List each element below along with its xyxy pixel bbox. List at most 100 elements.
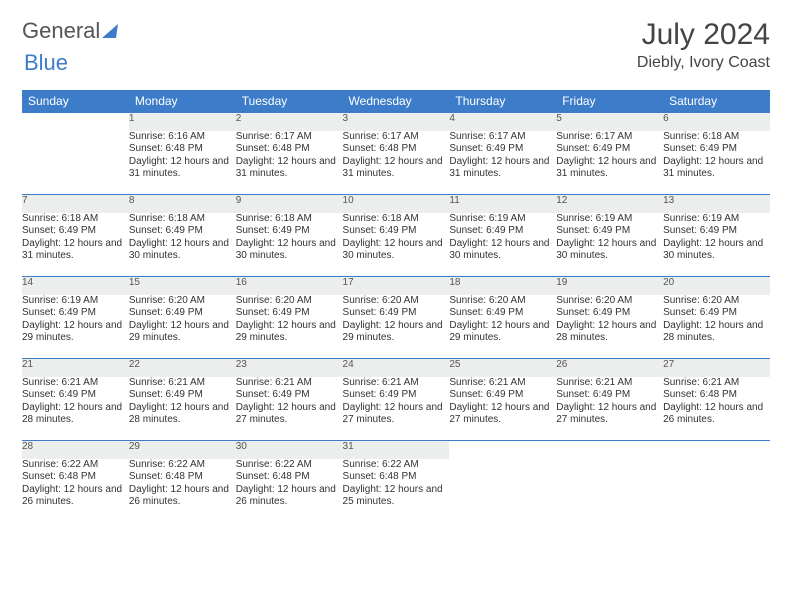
calendar-body: 123456Sunrise: 6:16 AMSunset: 6:48 PMDay… xyxy=(22,113,770,523)
sunset-text: Sunset: 6:49 PM xyxy=(236,307,343,320)
day-data-cell: Sunrise: 6:16 AMSunset: 6:48 PMDaylight:… xyxy=(129,131,236,195)
calendar-table: SundayMondayTuesdayWednesdayThursdayFrid… xyxy=(22,90,770,523)
day-number-cell: 4 xyxy=(449,113,556,131)
daylight-text: Daylight: 12 hours and 31 minutes. xyxy=(556,156,663,181)
day-number-cell xyxy=(449,441,556,459)
sunset-text: Sunset: 6:49 PM xyxy=(556,307,663,320)
daylight-text: Daylight: 12 hours and 31 minutes. xyxy=(663,156,770,181)
sunset-text: Sunset: 6:49 PM xyxy=(343,389,450,402)
sunrise-text: Sunrise: 6:20 AM xyxy=(236,295,343,308)
day-data-cell xyxy=(449,459,556,523)
logo-part1: General xyxy=(22,18,100,44)
day-data-row: Sunrise: 6:16 AMSunset: 6:48 PMDaylight:… xyxy=(22,131,770,195)
daylight-text: Daylight: 12 hours and 30 minutes. xyxy=(343,238,450,263)
daylight-text: Daylight: 12 hours and 28 minutes. xyxy=(129,402,236,427)
day-data-cell: Sunrise: 6:18 AMSunset: 6:49 PMDaylight:… xyxy=(129,213,236,277)
daylight-text: Daylight: 12 hours and 25 minutes. xyxy=(343,484,450,509)
daylight-text: Daylight: 12 hours and 29 minutes. xyxy=(449,320,556,345)
sunrise-text: Sunrise: 6:19 AM xyxy=(663,213,770,226)
daylight-text: Daylight: 12 hours and 26 minutes. xyxy=(22,484,129,509)
day-data-cell: Sunrise: 6:22 AMSunset: 6:48 PMDaylight:… xyxy=(343,459,450,523)
sunset-text: Sunset: 6:49 PM xyxy=(22,307,129,320)
day-data-cell xyxy=(22,131,129,195)
logo-triangle-icon xyxy=(102,24,118,38)
day-data-cell: Sunrise: 6:19 AMSunset: 6:49 PMDaylight:… xyxy=(663,213,770,277)
sunset-text: Sunset: 6:49 PM xyxy=(22,389,129,402)
sunset-text: Sunset: 6:48 PM xyxy=(129,471,236,484)
sunrise-text: Sunrise: 6:21 AM xyxy=(236,377,343,390)
daylight-text: Daylight: 12 hours and 29 minutes. xyxy=(343,320,450,345)
day-header: Monday xyxy=(129,90,236,113)
day-data-cell: Sunrise: 6:21 AMSunset: 6:49 PMDaylight:… xyxy=(22,377,129,441)
day-data-cell xyxy=(556,459,663,523)
sunset-text: Sunset: 6:48 PM xyxy=(236,143,343,156)
sunrise-text: Sunrise: 6:16 AM xyxy=(129,131,236,144)
sunrise-text: Sunrise: 6:20 AM xyxy=(129,295,236,308)
day-number-cell: 31 xyxy=(343,441,450,459)
day-number-cell: 11 xyxy=(449,195,556,213)
day-data-cell: Sunrise: 6:20 AMSunset: 6:49 PMDaylight:… xyxy=(449,295,556,359)
day-number-cell: 23 xyxy=(236,359,343,377)
day-data-cell xyxy=(663,459,770,523)
sunrise-text: Sunrise: 6:22 AM xyxy=(236,459,343,472)
day-number-cell: 13 xyxy=(663,195,770,213)
sunset-text: Sunset: 6:49 PM xyxy=(449,389,556,402)
day-number-cell: 28 xyxy=(22,441,129,459)
day-data-cell: Sunrise: 6:20 AMSunset: 6:49 PMDaylight:… xyxy=(129,295,236,359)
title-block: July 2024 Diebly, Ivory Coast xyxy=(637,18,770,72)
day-data-cell: Sunrise: 6:20 AMSunset: 6:49 PMDaylight:… xyxy=(556,295,663,359)
daylight-text: Daylight: 12 hours and 30 minutes. xyxy=(129,238,236,263)
sunrise-text: Sunrise: 6:22 AM xyxy=(343,459,450,472)
day-data-cell: Sunrise: 6:20 AMSunset: 6:49 PMDaylight:… xyxy=(343,295,450,359)
sunrise-text: Sunrise: 6:20 AM xyxy=(556,295,663,308)
sunset-text: Sunset: 6:49 PM xyxy=(236,225,343,238)
day-number-cell: 1 xyxy=(129,113,236,131)
day-number-cell: 10 xyxy=(343,195,450,213)
daylight-text: Daylight: 12 hours and 30 minutes. xyxy=(556,238,663,263)
day-number-cell: 16 xyxy=(236,277,343,295)
sunset-text: Sunset: 6:48 PM xyxy=(22,471,129,484)
sunset-text: Sunset: 6:49 PM xyxy=(129,307,236,320)
logo: General xyxy=(22,18,117,44)
sunset-text: Sunset: 6:48 PM xyxy=(236,471,343,484)
sunset-text: Sunset: 6:49 PM xyxy=(663,225,770,238)
sunrise-text: Sunrise: 6:19 AM xyxy=(556,213,663,226)
page-title: July 2024 xyxy=(637,18,770,52)
day-number-row: 21222324252627 xyxy=(22,359,770,377)
sunrise-text: Sunrise: 6:17 AM xyxy=(556,131,663,144)
daylight-text: Daylight: 12 hours and 27 minutes. xyxy=(236,402,343,427)
day-number-cell: 5 xyxy=(556,113,663,131)
location-label: Diebly, Ivory Coast xyxy=(637,54,770,72)
daylight-text: Daylight: 12 hours and 30 minutes. xyxy=(449,238,556,263)
daylight-text: Daylight: 12 hours and 29 minutes. xyxy=(129,320,236,345)
day-number-cell: 25 xyxy=(449,359,556,377)
sunset-text: Sunset: 6:49 PM xyxy=(663,143,770,156)
day-data-cell: Sunrise: 6:18 AMSunset: 6:49 PMDaylight:… xyxy=(343,213,450,277)
day-data-row: Sunrise: 6:21 AMSunset: 6:49 PMDaylight:… xyxy=(22,377,770,441)
logo-part2: Blue xyxy=(24,50,68,75)
daylight-text: Daylight: 12 hours and 31 minutes. xyxy=(449,156,556,181)
sunrise-text: Sunrise: 6:21 AM xyxy=(663,377,770,390)
sunrise-text: Sunrise: 6:21 AM xyxy=(449,377,556,390)
day-data-cell: Sunrise: 6:18 AMSunset: 6:49 PMDaylight:… xyxy=(236,213,343,277)
daylight-text: Daylight: 12 hours and 29 minutes. xyxy=(22,320,129,345)
sunrise-text: Sunrise: 6:18 AM xyxy=(22,213,129,226)
day-number-cell: 7 xyxy=(22,195,129,213)
sunrise-text: Sunrise: 6:19 AM xyxy=(449,213,556,226)
sunset-text: Sunset: 6:48 PM xyxy=(663,389,770,402)
day-data-cell: Sunrise: 6:17 AMSunset: 6:48 PMDaylight:… xyxy=(343,131,450,195)
day-number-cell: 12 xyxy=(556,195,663,213)
daylight-text: Daylight: 12 hours and 28 minutes. xyxy=(663,320,770,345)
day-number-cell: 30 xyxy=(236,441,343,459)
daylight-text: Daylight: 12 hours and 31 minutes. xyxy=(22,238,129,263)
day-header: Sunday xyxy=(22,90,129,113)
day-data-row: Sunrise: 6:22 AMSunset: 6:48 PMDaylight:… xyxy=(22,459,770,523)
day-number-cell xyxy=(556,441,663,459)
day-data-cell: Sunrise: 6:22 AMSunset: 6:48 PMDaylight:… xyxy=(236,459,343,523)
day-number-cell: 2 xyxy=(236,113,343,131)
day-number-cell: 24 xyxy=(343,359,450,377)
sunset-text: Sunset: 6:48 PM xyxy=(129,143,236,156)
day-data-cell: Sunrise: 6:22 AMSunset: 6:48 PMDaylight:… xyxy=(22,459,129,523)
day-number-cell: 29 xyxy=(129,441,236,459)
sunset-text: Sunset: 6:48 PM xyxy=(343,143,450,156)
